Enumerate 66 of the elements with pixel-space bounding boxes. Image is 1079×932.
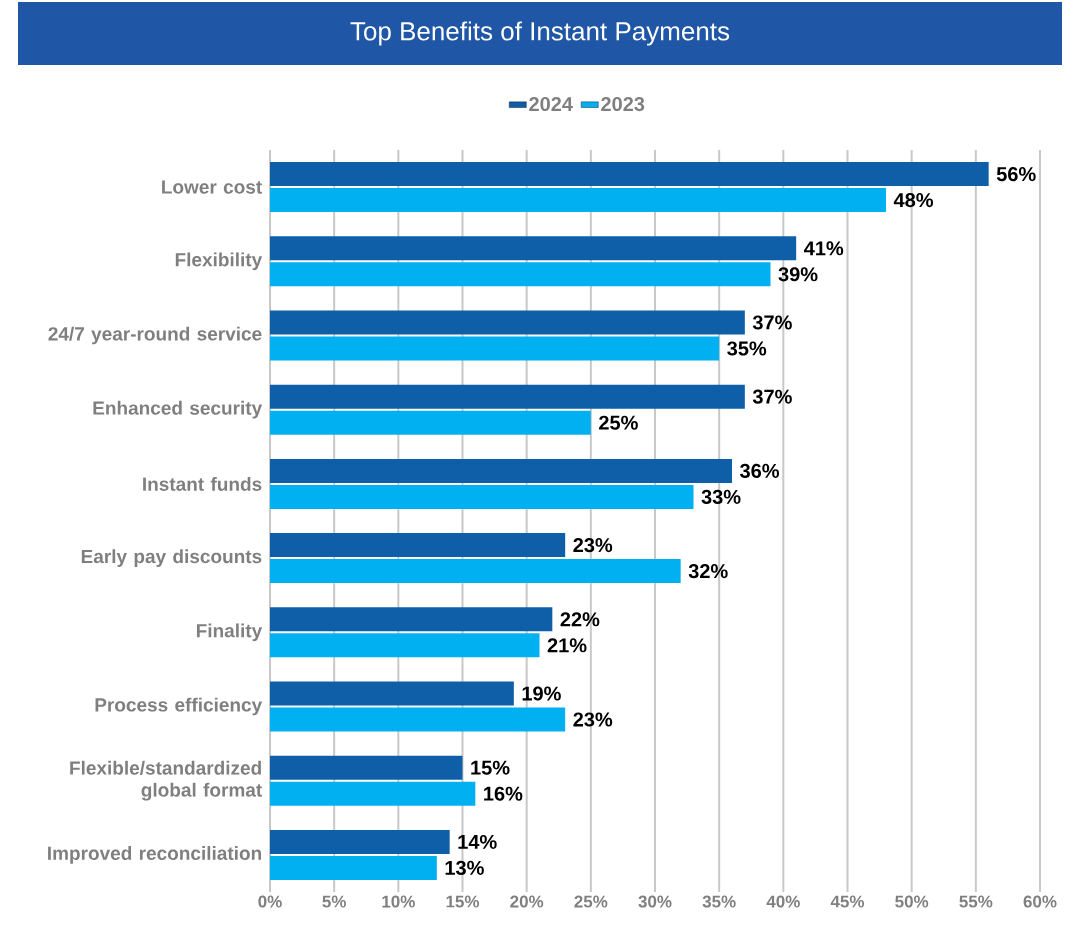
- bar: [270, 607, 553, 632]
- bar: [270, 384, 745, 409]
- data-label: 22%: [560, 612, 600, 627]
- bar: [270, 533, 566, 558]
- y-tick-label: Flexible/standardized global format: [70, 760, 262, 801]
- data-label: 33%: [701, 489, 741, 504]
- data-label: 37%: [752, 315, 792, 330]
- data-label: 23%: [573, 538, 613, 553]
- x-tick-label: 0%: [258, 895, 282, 908]
- data-label: 25%: [599, 415, 638, 430]
- bar: [270, 755, 463, 780]
- data-label: 35%: [727, 341, 767, 356]
- data-label: 48%: [893, 193, 934, 208]
- data-label: 21%: [547, 638, 587, 653]
- y-tick-label: Enhanced security: [93, 400, 263, 419]
- bar: [270, 633, 540, 658]
- bar: [270, 829, 450, 854]
- bar: [270, 162, 989, 187]
- data-label: 37%: [752, 389, 792, 404]
- data-label: 13%: [445, 860, 484, 875]
- data-label: 39%: [778, 267, 818, 282]
- x-tick-label: 45%: [830, 895, 865, 908]
- x-tick-label: 25%: [574, 895, 608, 908]
- bar: [270, 310, 745, 335]
- data-label: 56%: [996, 167, 1036, 182]
- data-label: 16%: [484, 786, 523, 801]
- bar: [270, 484, 694, 509]
- y-tick-label: Lower cost: [162, 180, 262, 194]
- data-label: 41%: [804, 241, 844, 256]
- x-tick-label: 5%: [322, 895, 346, 908]
- data-label: 15%: [471, 760, 510, 775]
- x-tick-label: 40%: [766, 895, 800, 908]
- bar: [270, 336, 720, 361]
- data-label: 32%: [688, 564, 728, 579]
- bar: [270, 707, 566, 732]
- bar: [270, 262, 771, 287]
- bar: [270, 188, 886, 213]
- bar: [270, 458, 732, 483]
- bar: [270, 236, 797, 261]
- y-tick-label: Process efficiency: [95, 697, 263, 716]
- x-tick-label: 15%: [446, 895, 480, 908]
- data-label: 14%: [458, 834, 497, 849]
- y-tick-label: Instant funds: [143, 476, 262, 491]
- x-tick-label: 20%: [510, 895, 544, 908]
- x-tick-label: 30%: [638, 895, 672, 908]
- x-tick-label: 35%: [702, 895, 736, 908]
- x-tick-label: 55%: [959, 895, 993, 908]
- chart-title: Top Benefits of Instant Payments: [350, 21, 730, 46]
- bar: [270, 681, 514, 706]
- x-tick-label: 60%: [1023, 895, 1057, 908]
- legend-label: 2023: [601, 96, 645, 112]
- y-tick-label: 24/7 year-round service: [48, 326, 262, 345]
- x-tick-label: 50%: [895, 895, 929, 908]
- bar: [270, 559, 681, 584]
- x-tick-label: 10%: [382, 895, 415, 908]
- y-tick-label: Flexibility: [175, 252, 263, 271]
- data-label: 19%: [522, 686, 561, 701]
- legend-label: 2024: [529, 96, 573, 112]
- bar: [270, 410, 591, 435]
- bar: [270, 781, 476, 806]
- data-label: 36%: [739, 463, 780, 478]
- y-tick-label: Finality: [196, 623, 263, 642]
- bar: [270, 855, 437, 880]
- y-tick-label: Improved reconciliation: [48, 846, 262, 864]
- y-tick-label: Early pay discounts: [81, 549, 262, 567]
- data-label: 23%: [573, 712, 613, 727]
